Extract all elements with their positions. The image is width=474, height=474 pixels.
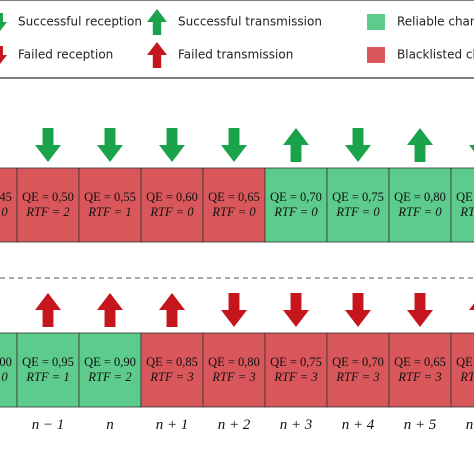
cell xyxy=(78,167,142,243)
arrow xyxy=(221,128,247,162)
legend-icon xyxy=(367,47,385,63)
qe-label: QE = 0,70 xyxy=(332,355,384,369)
legend-box xyxy=(0,0,474,79)
qe-label: QE = 0,75 xyxy=(270,355,322,369)
cell xyxy=(388,167,452,243)
legend-icon xyxy=(367,14,385,30)
qe-label: QE = 0,70 xyxy=(270,190,322,204)
time-label: n + 6 xyxy=(466,417,474,433)
arrow xyxy=(283,293,309,327)
qe-label: QE = 0,65 xyxy=(394,355,446,369)
qe-label: QE = 0,45 xyxy=(0,190,12,204)
time-label: n + 3 xyxy=(280,417,313,433)
time-label: n xyxy=(106,417,114,433)
rtf-label: RTF = 0 xyxy=(459,205,474,219)
arrow xyxy=(97,293,123,327)
legend-label: Failed transmission xyxy=(178,48,293,62)
cell xyxy=(326,167,390,243)
arrow xyxy=(159,128,185,162)
time-label: n − 1 xyxy=(32,417,65,433)
time-label: n + 5 xyxy=(404,417,437,433)
cell xyxy=(264,332,328,408)
rtf-label: RTF = 3 xyxy=(149,370,193,384)
arrow xyxy=(283,128,309,162)
rtf-label: RTF = 0 xyxy=(149,205,194,219)
cell xyxy=(78,332,142,408)
rtf-label: RTF = 3 xyxy=(459,370,474,384)
cell xyxy=(16,167,80,243)
arrow xyxy=(221,293,247,327)
legend-label: Reliable channe xyxy=(397,15,474,29)
rtf-label: RTF = 0 xyxy=(397,205,442,219)
arrow xyxy=(407,293,433,327)
rtf-label: RTF = 0 xyxy=(0,205,8,219)
qe-label: QE = 0,90 xyxy=(84,355,136,369)
legend-icon xyxy=(147,42,167,68)
rtf-label: RTF = 1 xyxy=(87,205,131,219)
rtf-label: RTF = 0 xyxy=(0,370,8,384)
rtf-label: RTF = 0 xyxy=(335,205,380,219)
cell xyxy=(140,167,204,243)
qe-label: QE = 0,80 xyxy=(394,190,446,204)
arrow xyxy=(345,128,371,162)
arrow xyxy=(159,293,185,327)
qe-label: QE = 0,80 xyxy=(208,355,260,369)
cell xyxy=(450,167,474,243)
qe-label: QE = 0,60 xyxy=(456,355,474,369)
legend-label: Failed reception xyxy=(18,48,113,62)
rtf-label: RTF = 0 xyxy=(273,205,318,219)
cell xyxy=(264,167,328,243)
time-label: n + 1 xyxy=(156,417,189,433)
legend-icon xyxy=(0,13,7,31)
qe-label: QE = 0,55 xyxy=(84,190,136,204)
legend-icon xyxy=(147,9,167,35)
rtf-label: RTF = 3 xyxy=(211,370,255,384)
rtf-label: RTF = 3 xyxy=(335,370,379,384)
legend-label: Successful reception xyxy=(18,15,142,29)
arrow xyxy=(35,128,61,162)
qe-label: QE = 1,00 xyxy=(0,355,12,369)
arrow xyxy=(35,293,61,327)
time-label: n + 4 xyxy=(342,417,375,433)
rtf-label: RTF = 0 xyxy=(211,205,256,219)
qe-label: QE = 0,50 xyxy=(22,190,74,204)
legend-icon xyxy=(0,46,7,64)
qe-label: QE = 0,60 xyxy=(146,190,198,204)
cell xyxy=(450,332,474,408)
legend-label: Blacklisted cha xyxy=(397,48,474,62)
arrow xyxy=(469,145,474,152)
legend-label: Successful transmission xyxy=(178,15,322,29)
qe-label: QE = 0,85 xyxy=(146,355,198,369)
cell xyxy=(16,332,80,408)
arrow xyxy=(97,128,123,162)
arrow xyxy=(345,293,371,327)
rtf-label: RTF = 1 xyxy=(25,370,69,384)
cell xyxy=(140,332,204,408)
rtf-label: RTF = 2 xyxy=(25,205,69,219)
qe-label: QE = 0,75 xyxy=(332,190,384,204)
qe-label: QE = 0,85 xyxy=(456,190,474,204)
rtf-label: RTF = 2 xyxy=(87,370,131,384)
qe-label: QE = 0,65 xyxy=(208,190,260,204)
cell xyxy=(326,332,390,408)
qe-label: QE = 0,95 xyxy=(22,355,74,369)
arrow xyxy=(407,128,433,162)
rtf-label: RTF = 3 xyxy=(273,370,317,384)
arrow xyxy=(469,303,474,310)
time-label: n + 2 xyxy=(218,417,251,433)
cell xyxy=(202,332,266,408)
rtf-label: RTF = 3 xyxy=(397,370,441,384)
